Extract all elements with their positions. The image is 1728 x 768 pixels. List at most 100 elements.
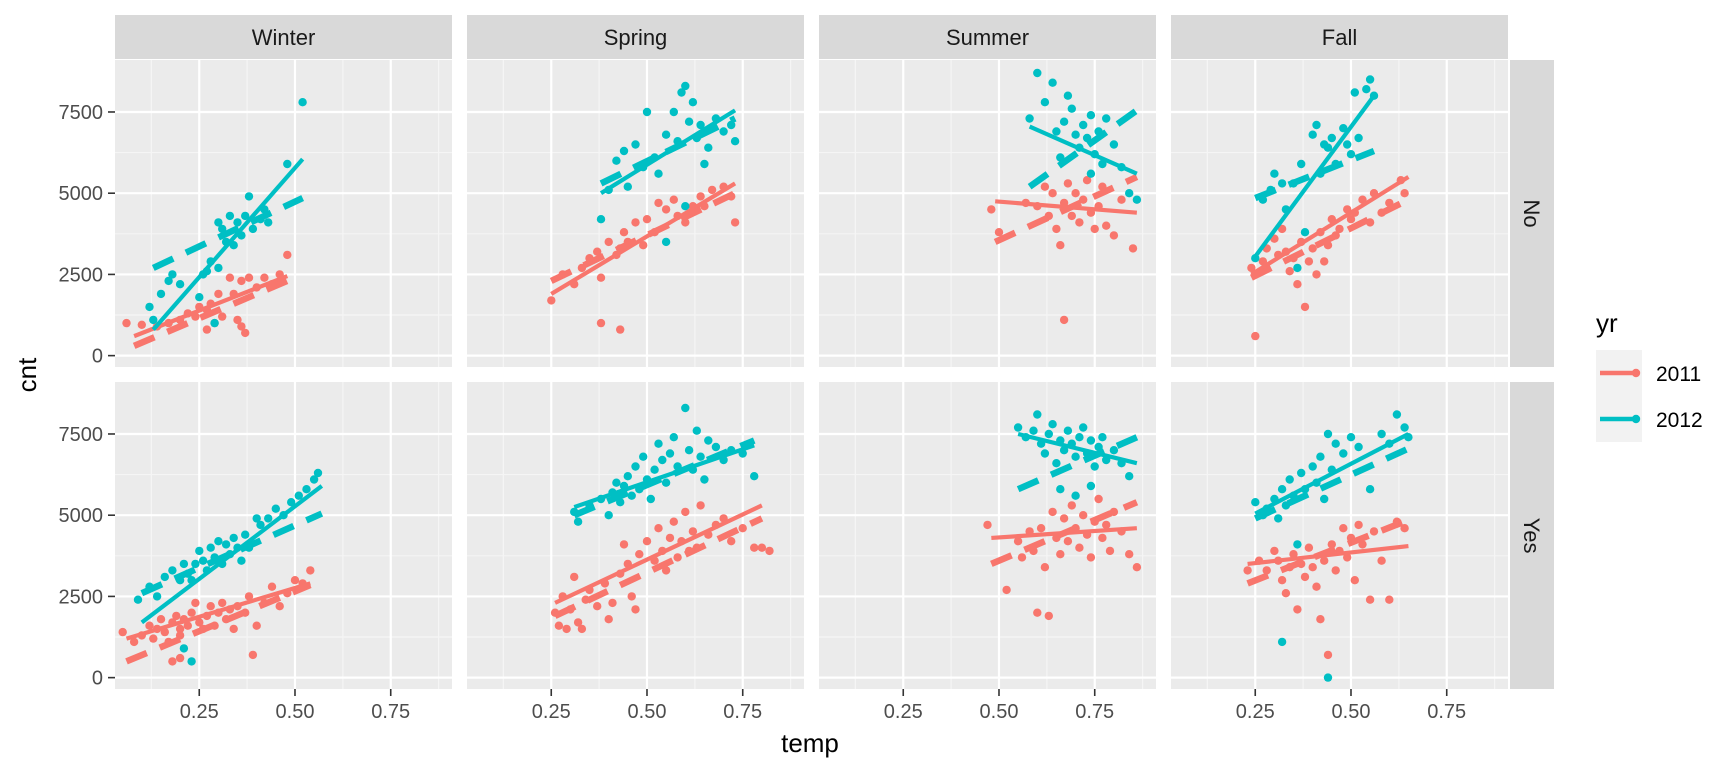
x-tick-label: 0.75	[371, 701, 410, 723]
panel-marks	[1243, 410, 1413, 682]
data-point-2012	[1270, 169, 1279, 178]
data-point-2012	[195, 546, 204, 556]
data-point-2011	[1063, 179, 1073, 188]
data-point-2012	[669, 433, 678, 442]
panel-spring-yes	[467, 382, 804, 689]
data-point-2012	[229, 533, 238, 543]
data-point-2012	[1094, 442, 1103, 452]
data-point-2012	[168, 270, 177, 279]
data-point-2012	[1132, 195, 1142, 204]
data-point-2012	[225, 211, 235, 221]
data-point-2012	[1013, 423, 1023, 432]
legend-title: yr	[1596, 308, 1618, 338]
data-point-2011	[1056, 550, 1065, 559]
fit-line-dashed-2012	[1016, 434, 1139, 493]
data-point-2011	[1304, 543, 1314, 552]
data-point-2012	[264, 514, 273, 523]
data-point-2011	[1117, 195, 1126, 204]
fit-line-solid-2012	[1017, 431, 1138, 466]
strip-fall: Fall	[1171, 15, 1508, 59]
data-point-2012	[214, 537, 223, 546]
x-tick-label: 0.25	[532, 701, 571, 723]
data-point-2011	[757, 543, 767, 552]
data-point-2012	[264, 218, 273, 227]
data-point-2011	[727, 537, 736, 546]
strip-background	[819, 15, 1156, 59]
data-point-2012	[241, 211, 250, 221]
data-point-2012	[214, 263, 223, 273]
strip-background	[1171, 15, 1508, 59]
data-point-2012	[665, 449, 675, 458]
data-point-2011	[1316, 615, 1325, 624]
data-point-2011	[673, 553, 682, 562]
data-point-2012	[1052, 459, 1061, 468]
facet-panels	[115, 60, 1508, 689]
data-point-2011	[1339, 524, 1348, 533]
data-point-2012	[1362, 85, 1371, 94]
data-point-2011	[1385, 595, 1394, 604]
data-point-2011	[1243, 566, 1252, 575]
data-point-2011	[260, 273, 269, 282]
data-point-2012	[1274, 514, 1283, 523]
data-point-2011	[1063, 537, 1073, 546]
x-tick-label: 0.25	[884, 701, 923, 723]
data-point-2012	[195, 293, 204, 302]
data-point-2011	[570, 572, 579, 582]
data-point-2012	[1354, 133, 1363, 143]
data-point-2012	[623, 472, 632, 481]
fit-line-solid-2012	[1253, 94, 1376, 258]
data-point-2011	[229, 624, 238, 634]
strip-spring: Spring	[467, 15, 804, 59]
data-point-2011	[635, 550, 644, 559]
data-point-2011	[241, 328, 250, 338]
data-point-2012	[696, 452, 705, 461]
y-tick-label: 5000	[59, 505, 104, 527]
panel-marks	[1247, 75, 1410, 341]
data-point-2012	[191, 559, 200, 569]
data-point-2012	[1323, 673, 1333, 682]
x-tick-label: 0.75	[723, 701, 762, 723]
data-point-2012	[684, 117, 694, 126]
data-point-2012	[1125, 189, 1134, 198]
data-point-2011	[1369, 527, 1379, 536]
data-point-2012	[677, 88, 686, 97]
data-point-2011	[1086, 553, 1096, 562]
data-point-2011	[983, 520, 992, 530]
data-point-2012	[700, 159, 709, 169]
data-point-2012	[237, 556, 246, 565]
data-point-2012	[612, 156, 621, 165]
data-point-2011	[1251, 331, 1260, 341]
data-point-2011	[604, 237, 613, 247]
data-point-2011	[1270, 546, 1279, 556]
data-point-2012	[1048, 420, 1057, 429]
data-point-2011	[1293, 280, 1302, 289]
data-point-2011	[290, 576, 300, 585]
data-point-2011	[1277, 576, 1287, 585]
x-axis-title: temp	[781, 728, 839, 758]
data-point-2011	[1354, 520, 1363, 530]
data-point-2012	[1067, 104, 1077, 113]
data-point-2011	[1320, 257, 1329, 266]
data-point-2012	[1339, 449, 1348, 458]
data-point-2011	[187, 608, 196, 617]
data-point-2012	[206, 543, 215, 552]
data-point-2011	[1075, 218, 1084, 227]
strip-background	[1510, 382, 1554, 689]
data-point-2011	[631, 218, 640, 227]
data-point-2011	[604, 615, 613, 624]
fit-line-dashed-2011	[1249, 196, 1410, 281]
panel-summer-no	[819, 60, 1156, 367]
data-point-2011	[252, 621, 261, 630]
data-point-2011	[206, 602, 215, 611]
data-point-2012	[639, 452, 648, 461]
strip-label: Summer	[946, 25, 1029, 50]
data-point-2011	[547, 296, 556, 305]
x-tick-label: 0.50	[628, 701, 667, 723]
fit-line-dashed-2011	[1246, 517, 1410, 587]
data-point-2012	[1029, 426, 1038, 435]
x-tick-label: 0.75	[1427, 701, 1466, 723]
strip-summer: Summer	[819, 15, 1156, 59]
data-point-2011	[669, 195, 678, 204]
data-point-2012	[1079, 423, 1088, 432]
data-point-2012	[719, 127, 728, 136]
